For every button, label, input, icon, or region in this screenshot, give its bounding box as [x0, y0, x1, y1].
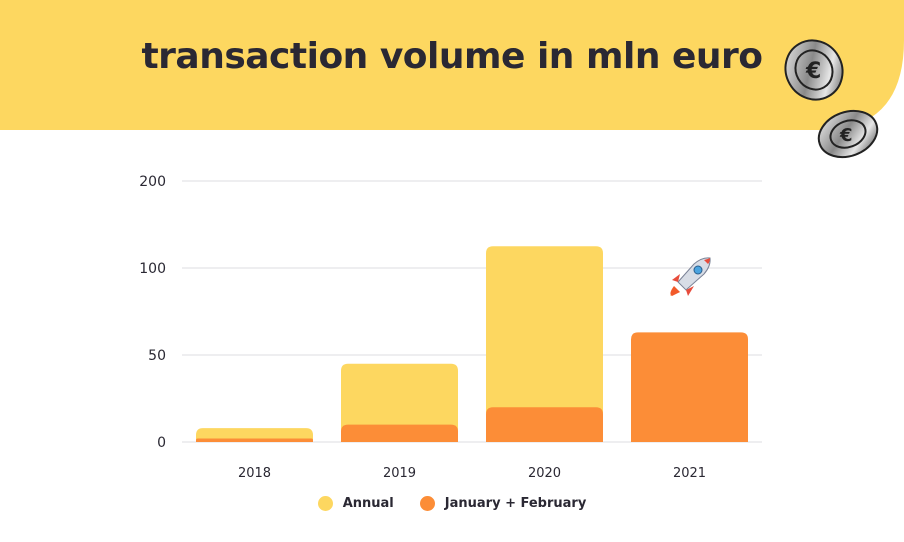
chart-legend: Annual January + February: [0, 496, 904, 511]
x-tick-label: 2021: [673, 466, 706, 481]
banner-shape: [0, 0, 904, 130]
bar-annual: [486, 246, 603, 442]
bar-jan-feb: [196, 438, 313, 442]
coin-back-icon: €: [817, 109, 879, 159]
legend-label-jan-feb: January + February: [444, 496, 587, 511]
bar-jan-feb: [341, 424, 458, 442]
euro-coins-icon: € €: [784, 39, 879, 159]
y-tick-label: 0: [157, 435, 166, 451]
title-banner: [0, 0, 904, 130]
legend-item-annual: Annual: [317, 496, 394, 511]
chart-title: transaction volume in mln euro: [141, 36, 763, 77]
coin-front-icon: €: [784, 39, 844, 101]
y-tick-label: 50: [148, 348, 166, 364]
x-tick-label: 2018: [238, 466, 271, 481]
y-tick-label: 200: [139, 174, 166, 190]
legend-item-jan-feb: January + February: [419, 496, 587, 511]
legend-swatch-jan-feb: [419, 496, 435, 511]
x-tick-label: 2020: [528, 466, 561, 481]
y-tick-label: 100: [139, 261, 166, 277]
bar-jan-feb: [631, 332, 748, 442]
bars: 2018 2019 2020 2021: [196, 246, 748, 481]
bar-annual: [341, 363, 458, 442]
svg-text:€: €: [805, 59, 821, 84]
x-tick-label: 2019: [383, 466, 416, 481]
legend-swatch-annual: [317, 496, 333, 511]
legend-label-annual: Annual: [342, 496, 394, 511]
rocket-icon: [670, 257, 711, 296]
svg-text:€: €: [839, 125, 853, 146]
bar-jan-feb: [486, 407, 603, 442]
